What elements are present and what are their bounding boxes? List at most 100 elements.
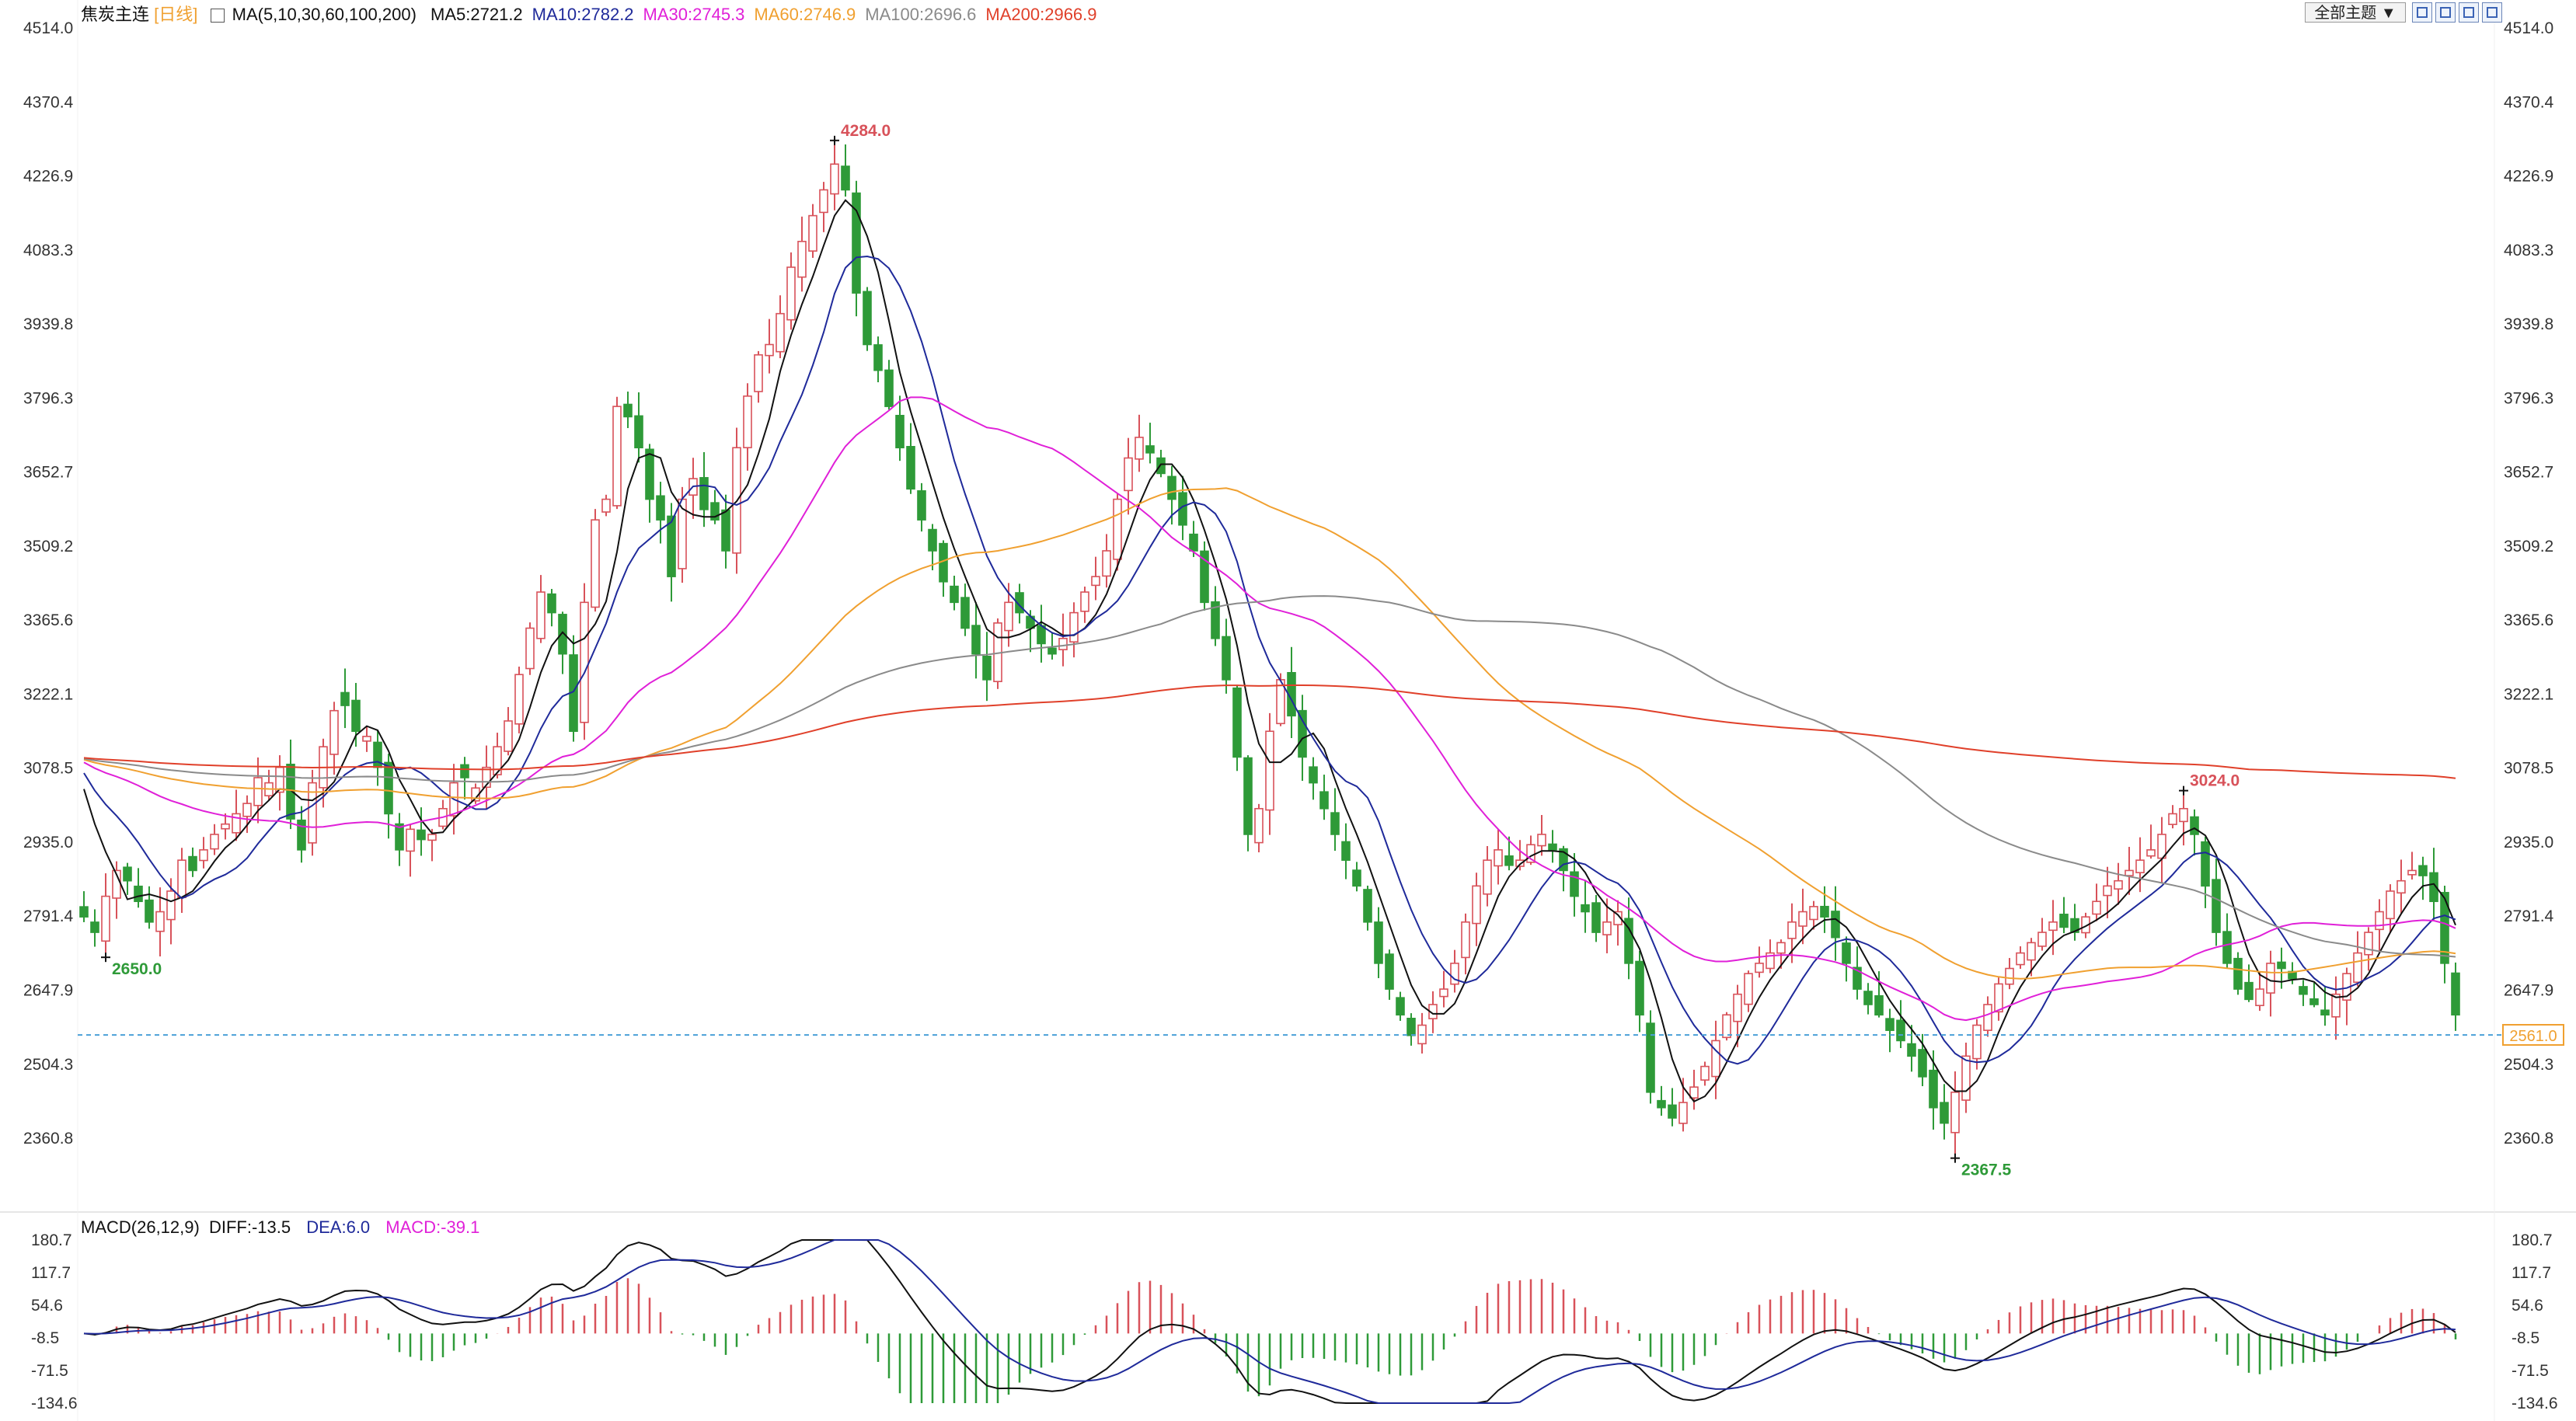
candle-body (830, 163, 839, 195)
crosshair-icon[interactable] (2412, 2, 2432, 23)
price-tick-right: 4514.0 (2504, 19, 2553, 37)
price-tick-right: 3652.7 (2504, 464, 2553, 482)
candle-body (2201, 841, 2210, 887)
candle-body (1602, 921, 1612, 935)
candle-body (1668, 1104, 1677, 1119)
candle-body (2309, 998, 2319, 1005)
candle-body (1776, 942, 1786, 954)
candle-body (1896, 1019, 1905, 1042)
candle-body (1678, 1102, 1688, 1124)
candle-body (1537, 834, 1546, 847)
symbol-name: 焦炭主连 (81, 5, 150, 24)
candle-body (232, 813, 241, 834)
macd-histogram (93, 1278, 2457, 1403)
macd-tick-left: -8.5 (31, 1329, 59, 1347)
price-tick-right: 3365.6 (2504, 611, 2553, 629)
candle-body (558, 614, 567, 655)
candle-body (1711, 1040, 1720, 1078)
candle-body (547, 593, 556, 614)
candle-body (134, 885, 143, 903)
candle-body (1243, 757, 1253, 835)
candle-body (329, 709, 339, 755)
candle-body (1755, 963, 1764, 973)
candle-body (155, 911, 165, 932)
macd-tick-right: 54.6 (2512, 1297, 2543, 1315)
candle-body (1309, 766, 1318, 784)
candle-body (2418, 865, 2428, 876)
candle-body (1047, 647, 1057, 655)
candle-body (1733, 993, 1742, 1022)
candle-body (2331, 993, 2341, 1018)
candle-body (1037, 625, 1046, 645)
candle-body (2005, 967, 2014, 985)
candle-body (982, 656, 992, 681)
candle-body (177, 859, 186, 899)
macd-diff: DIFF:-13.5 (208, 1217, 291, 1237)
candle-body (2070, 918, 2079, 933)
candle-body (2048, 921, 2058, 932)
candle-body (1232, 687, 1242, 758)
candle-body (1874, 994, 1884, 1016)
price-tick-left: 3365.6 (23, 611, 73, 629)
candle-body (928, 528, 937, 552)
last-price-badge: 2561.0 (2502, 1024, 2564, 1047)
price-tick-left: 3509.2 (23, 538, 73, 556)
candle-body (1385, 953, 1394, 990)
candle-body (79, 906, 89, 918)
candle-body (699, 477, 709, 510)
candle-body (1689, 1086, 1699, 1099)
price-tick-right: 2935.0 (2504, 834, 2553, 852)
ma-value-2: MA30:2745.3 (643, 5, 745, 24)
macd-params: MACD(26,12,9) (81, 1217, 200, 1237)
candle-body (863, 291, 872, 346)
candle-body (710, 502, 720, 521)
price-tick-left: 2791.4 (23, 907, 74, 925)
candle-body (2407, 869, 2417, 876)
price-tick-right: 2791.4 (2504, 907, 2554, 925)
macd-tick-right: 180.7 (2512, 1231, 2553, 1249)
price-tick-left: 3939.8 (23, 315, 73, 333)
price-tick-left: 2647.9 (23, 981, 73, 999)
price-tick-right: 4083.3 (2504, 242, 2553, 259)
candle-body (145, 899, 154, 923)
candle-body (623, 403, 633, 418)
candle-body (1744, 973, 1753, 1005)
candle-body (123, 866, 132, 882)
macd-tick-right: 117.7 (2512, 1264, 2551, 1282)
candle-body (1145, 445, 1155, 454)
price-tick-left: 3796.3 (23, 389, 73, 407)
candle-body (1885, 1018, 1895, 1031)
macd-tick-left: 180.7 (31, 1231, 72, 1249)
candle-body (525, 627, 535, 670)
candle-body (2244, 981, 2254, 1001)
candle-body (2168, 813, 2177, 825)
macd-tick-left: -134.6 (31, 1395, 78, 1412)
candle-body (2386, 890, 2395, 920)
candle-body (1298, 709, 1307, 758)
candle-body (1211, 601, 1220, 639)
ma10-line (83, 255, 2456, 1065)
candle-body (514, 674, 524, 725)
candle-body (351, 699, 361, 733)
legend-swatch-icon[interactable] (210, 9, 225, 23)
ma-value-0: MA5:2721.2 (430, 5, 523, 24)
layout-icon[interactable] (2435, 2, 2456, 23)
expand-icon[interactable] (2482, 2, 2502, 23)
price-tick-right: 2360.8 (2504, 1130, 2553, 1148)
candle-body (1319, 791, 1329, 810)
theme-select[interactable]: 全部主题 ▼ (2305, 2, 2406, 23)
ma-value-1: MA10:2782.2 (532, 5, 634, 24)
candle-body (1613, 911, 1623, 925)
candle-body (1842, 942, 1851, 964)
price-tick-right: 4226.9 (2504, 168, 2553, 186)
candle-body (1102, 550, 1111, 577)
candle-body (1624, 918, 1633, 964)
candle-body (2255, 988, 2264, 1007)
candle-body (1156, 457, 1166, 475)
ma-params: MA(5,10,30,60,100,200) (232, 5, 417, 24)
candle-body (2103, 885, 2112, 897)
window-icon[interactable] (2459, 2, 2479, 23)
candle-body (591, 519, 600, 608)
candle-body (754, 354, 763, 392)
